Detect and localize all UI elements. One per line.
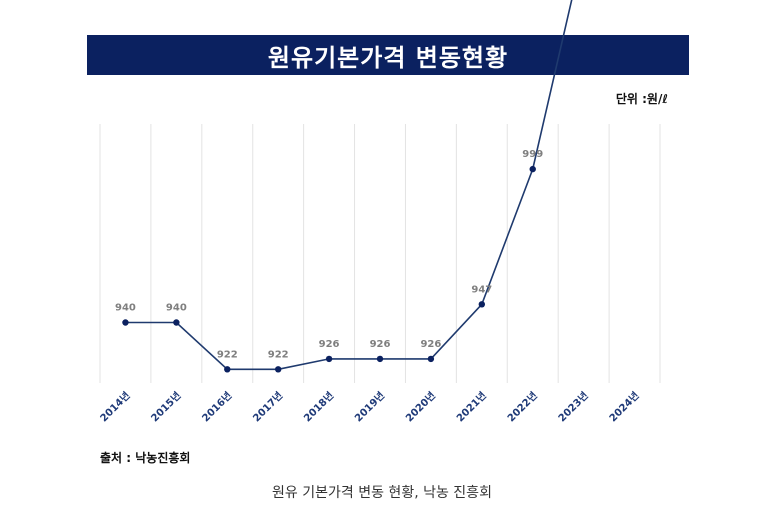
x-tick-label: 2019년 [352, 389, 387, 424]
chart-title: 원유기본가격 변동현황 [87, 35, 689, 75]
x-tick-label: 2021년 [454, 389, 489, 424]
data-point [224, 366, 231, 373]
x-tick-label: 2020년 [403, 389, 438, 424]
data-label: 999 [522, 149, 543, 160]
data-point [325, 355, 333, 363]
data-label: 926 [370, 339, 391, 350]
x-tick-label: 2014년 [97, 389, 132, 424]
x-tick-label: 2017년 [250, 389, 285, 424]
data-label: 940 [166, 303, 187, 314]
data-point [427, 355, 435, 363]
data-point [529, 165, 536, 173]
x-tick-label: 2016년 [199, 389, 234, 424]
data-points [122, 165, 536, 373]
x-tick-label: 2024년 [606, 389, 641, 424]
data-label: 922 [217, 349, 238, 360]
data-label: 926 [420, 339, 441, 350]
data-point [173, 319, 180, 326]
data-labels: 9409409229229269269269479991,0841,084 [115, 149, 543, 360]
data-point [376, 355, 384, 363]
image-caption: 원유 기본가격 변동 현황, 낙농 진흥회 [272, 485, 492, 501]
data-point [274, 366, 282, 373]
data-label: 947 [471, 284, 492, 295]
x-tick-label: 2022년 [504, 389, 539, 424]
x-tick-label: 2023년 [555, 389, 590, 424]
data-label: 922 [268, 349, 289, 360]
x-tick-label: 2018년 [301, 389, 336, 424]
data-point [478, 301, 486, 308]
source-label: 출처 : 낙농진흥회 [100, 451, 191, 465]
unit-label: 단위 :원/ℓ [615, 92, 668, 106]
gridlines [99, 124, 661, 383]
x-axis-tick-labels: 2014년 2015년 2016년 2017년 2018년 2019년 2020년 2021년… [97, 389, 641, 424]
data-point [122, 319, 129, 326]
x-tick-label: 2015년 [148, 389, 183, 424]
data-label: 926 [319, 339, 340, 350]
data-label: 940 [115, 303, 136, 314]
